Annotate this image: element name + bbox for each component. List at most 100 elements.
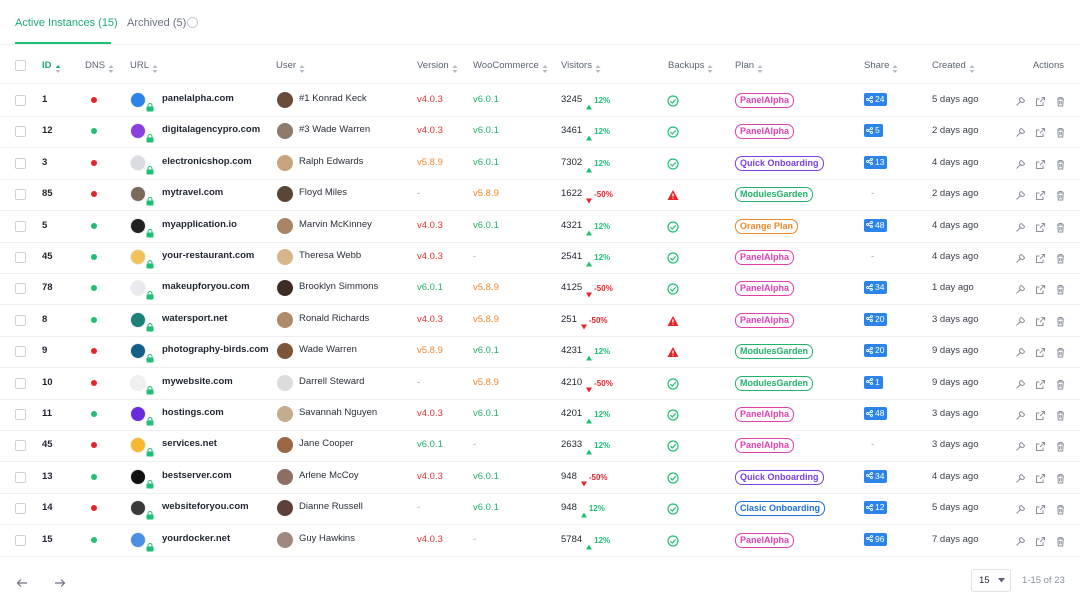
action-open[interactable] xyxy=(1035,125,1046,143)
action-configure[interactable] xyxy=(1015,314,1026,332)
share-badge[interactable]: 1 xyxy=(864,375,883,389)
action-delete[interactable] xyxy=(1055,345,1066,363)
share-badge[interactable]: 12 xyxy=(864,501,888,515)
action-delete[interactable] xyxy=(1055,282,1066,300)
site-url[interactable]: panelalpha.com xyxy=(162,93,234,104)
user-name[interactable]: Marvin McKinney xyxy=(299,218,372,230)
action-delete[interactable] xyxy=(1055,188,1066,206)
row-checkbox[interactable] xyxy=(15,189,26,201)
site-url[interactable]: bestserver.com xyxy=(162,469,232,481)
share-badge[interactable]: 48 xyxy=(864,407,888,420)
action-delete[interactable] xyxy=(1055,408,1066,426)
plan-badge[interactable]: ModulesGarden xyxy=(735,375,814,391)
row-checkbox[interactable] xyxy=(15,503,26,515)
plan-badge[interactable]: PanelAlpha xyxy=(735,281,795,297)
action-configure[interactable] xyxy=(1015,251,1026,269)
user-name[interactable]: Ralph Edwards xyxy=(299,155,364,167)
plan-badge[interactable]: PanelAlpha xyxy=(735,250,795,265)
next-page[interactable] xyxy=(54,575,66,593)
action-configure[interactable] xyxy=(1015,408,1026,426)
action-open[interactable] xyxy=(1035,345,1046,363)
action-configure[interactable] xyxy=(1015,282,1026,300)
row-checkbox[interactable] xyxy=(15,440,26,452)
share-badge[interactable]: 5 xyxy=(864,124,883,138)
site-url[interactable]: photography-birds.com xyxy=(162,344,269,356)
column-header[interactable]: URL xyxy=(130,60,150,71)
action-open[interactable] xyxy=(1035,282,1046,300)
row-checkbox[interactable] xyxy=(15,157,26,169)
action-configure[interactable] xyxy=(1015,439,1026,457)
plan-badge[interactable]: Orange Plan xyxy=(735,218,799,234)
action-delete[interactable] xyxy=(1055,314,1066,332)
action-delete[interactable] xyxy=(1055,251,1066,269)
share-badge[interactable]: 48 xyxy=(864,218,888,232)
action-configure[interactable] xyxy=(1015,345,1026,363)
user-name[interactable]: Dianne Russell xyxy=(299,501,363,513)
user-name[interactable]: Guy Hawkins xyxy=(299,532,355,544)
sort-icon[interactable] xyxy=(452,61,458,79)
action-open[interactable] xyxy=(1035,157,1046,175)
prev-page[interactable] xyxy=(16,575,28,593)
column-header[interactable]: Plan xyxy=(735,60,755,71)
row-checkbox[interactable] xyxy=(15,95,26,106)
action-delete[interactable] xyxy=(1055,534,1066,552)
user-name[interactable]: Darrell Steward xyxy=(299,375,365,387)
share-badge[interactable]: 34 xyxy=(864,469,888,483)
sort-icon[interactable] xyxy=(707,61,713,79)
share-badge[interactable]: 20 xyxy=(864,344,888,358)
sort-icon[interactable] xyxy=(595,61,601,79)
share-badge[interactable]: 34 xyxy=(864,281,888,295)
plan-badge[interactable]: PanelAlpha xyxy=(735,407,795,422)
site-url[interactable]: yourdocker.net xyxy=(162,532,231,544)
action-open[interactable] xyxy=(1035,502,1046,520)
header-checkbox[interactable] xyxy=(15,60,26,71)
share-badge[interactable]: 13 xyxy=(864,155,888,169)
site-url[interactable]: mytravel.com xyxy=(162,187,224,199)
column-header[interactable]: Visitors xyxy=(561,60,592,71)
row-checkbox[interactable] xyxy=(15,126,26,138)
action-configure[interactable] xyxy=(1015,188,1026,206)
action-delete[interactable] xyxy=(1055,220,1066,238)
action-configure[interactable] xyxy=(1015,94,1026,112)
action-open[interactable] xyxy=(1035,220,1046,238)
action-delete[interactable] xyxy=(1055,471,1066,489)
action-open[interactable] xyxy=(1035,314,1046,332)
row-checkbox[interactable] xyxy=(15,471,26,483)
row-checkbox[interactable] xyxy=(15,283,26,295)
share-badge[interactable]: 24 xyxy=(864,93,888,106)
row-checkbox[interactable] xyxy=(15,346,26,358)
sort-icon[interactable] xyxy=(757,61,763,79)
share-badge[interactable]: 20 xyxy=(864,312,888,326)
site-url[interactable]: electronicshop.com xyxy=(162,155,252,167)
user-name[interactable]: Jane Cooper xyxy=(299,438,354,450)
user-name[interactable]: #3 Wade Warren xyxy=(299,124,371,136)
site-url[interactable]: hostings.com xyxy=(162,407,224,418)
tab-archived[interactable]: Archived (5) xyxy=(127,17,187,29)
sort-icon[interactable] xyxy=(969,61,975,79)
column-header[interactable]: Share xyxy=(864,60,890,71)
plan-badge[interactable]: ModulesGarden xyxy=(735,344,814,360)
sort-icon[interactable] xyxy=(55,61,61,79)
plan-badge[interactable]: PanelAlpha xyxy=(735,124,795,140)
column-header[interactable]: User xyxy=(276,60,297,71)
action-configure[interactable] xyxy=(1015,125,1026,143)
row-checkbox[interactable] xyxy=(15,534,26,546)
plan-badge[interactable]: PanelAlpha xyxy=(735,438,795,454)
action-configure[interactable] xyxy=(1015,220,1026,238)
user-name[interactable]: Theresa Webb xyxy=(299,250,362,261)
action-delete[interactable] xyxy=(1055,377,1066,395)
user-name[interactable]: #1 Konrad Keck xyxy=(299,93,367,104)
sort-icon[interactable] xyxy=(152,61,158,79)
per-page-select[interactable]: 15 xyxy=(971,569,1011,592)
action-open[interactable] xyxy=(1035,534,1046,552)
column-header[interactable]: DNS xyxy=(85,60,106,71)
site-url[interactable]: services.net xyxy=(162,438,217,450)
user-name[interactable]: Ronald Richards xyxy=(299,312,370,324)
site-url[interactable]: your-restaurant.com xyxy=(162,250,255,261)
sort-icon[interactable] xyxy=(108,61,114,79)
action-open[interactable] xyxy=(1035,471,1046,489)
sort-icon[interactable] xyxy=(892,61,898,79)
user-name[interactable]: Brooklyn Simmons xyxy=(299,281,379,293)
row-checkbox[interactable] xyxy=(15,409,26,420)
column-header[interactable]: WooCommerce xyxy=(473,60,539,71)
